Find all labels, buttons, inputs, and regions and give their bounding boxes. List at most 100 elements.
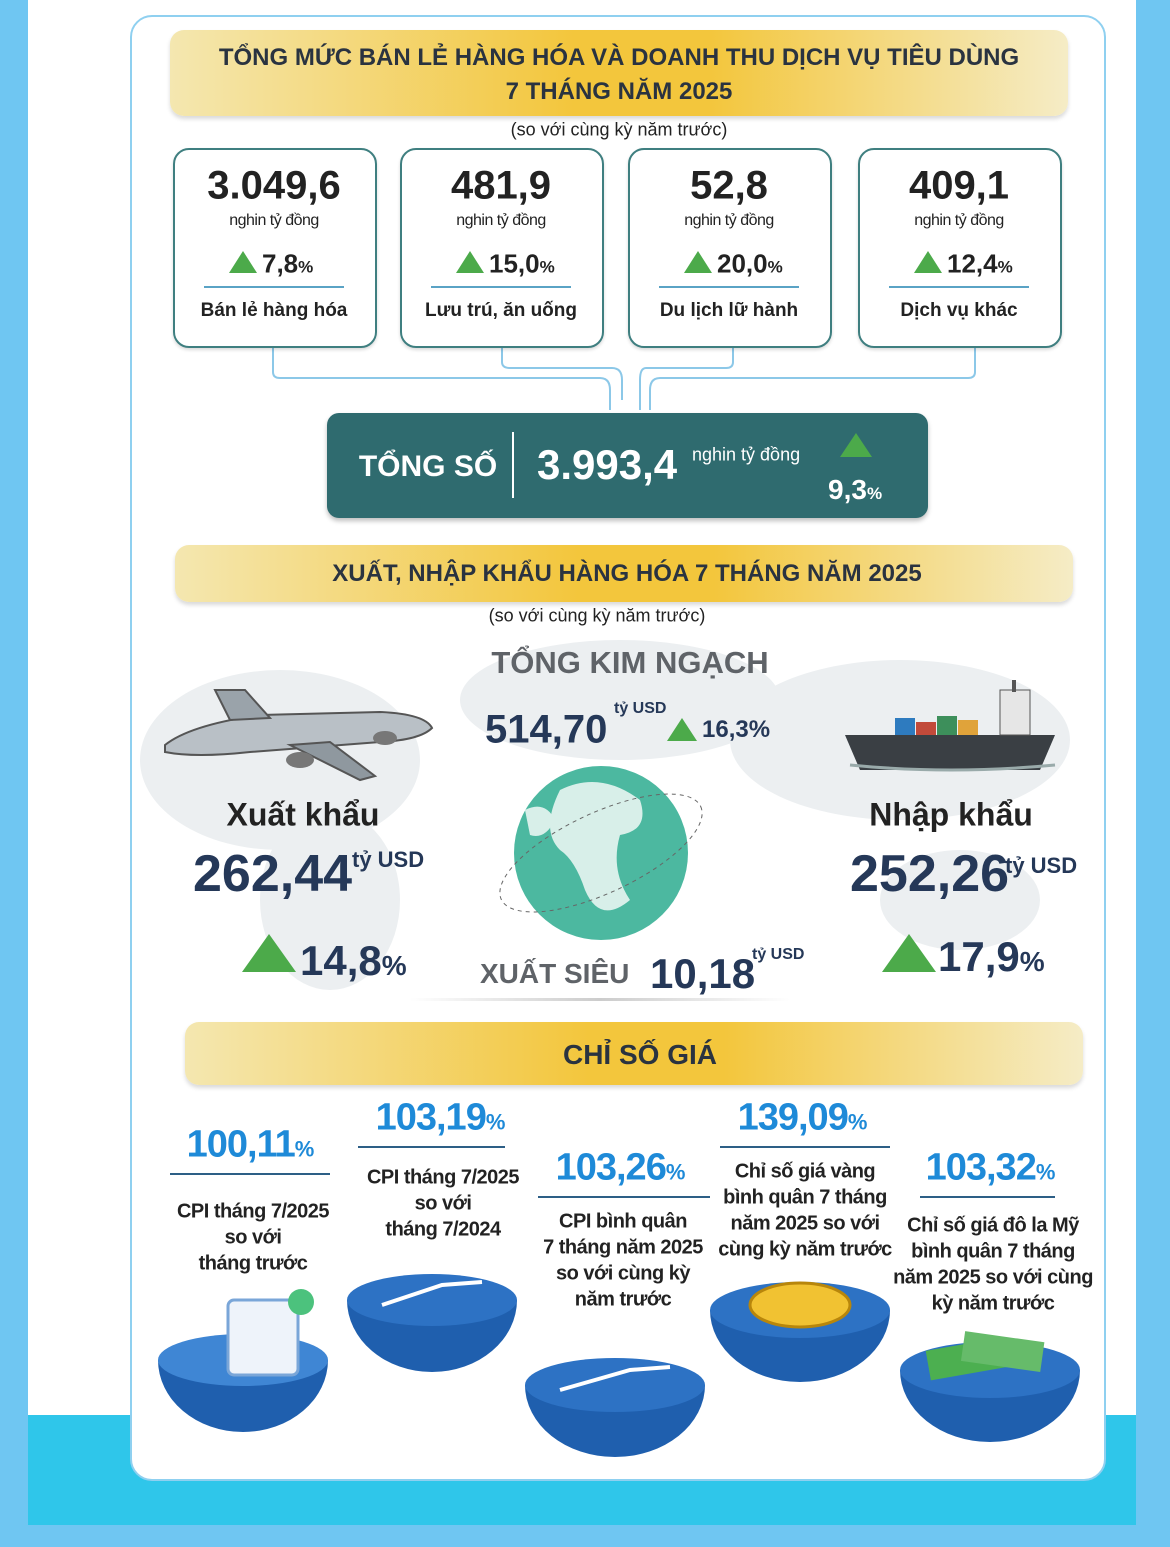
- price-caption: so với: [414, 1192, 472, 1215]
- price-caption: tháng trước: [198, 1252, 308, 1275]
- retail-value: 409,1: [908, 163, 1010, 208]
- price-caption: CPI bình quân: [559, 1210, 687, 1233]
- trade-unit: tỷ USD: [752, 946, 805, 963]
- retail-card: [173, 148, 377, 348]
- price-value: 103,32%: [925, 1146, 1056, 1190]
- price-divider: [720, 1146, 890, 1148]
- total-label: TỔNG SỐ: [358, 450, 498, 483]
- import-value: 252,26: [850, 845, 1010, 903]
- price-caption: cùng kỳ năm trước: [718, 1238, 892, 1261]
- price-caption: bình quân 7 tháng: [911, 1240, 1075, 1263]
- trade-total-growth: 16,3%: [702, 716, 770, 744]
- price-caption: 7 tháng năm 2025: [543, 1236, 703, 1259]
- up-arrow-shape: [242, 934, 296, 972]
- price-caption: kỳ năm trước: [931, 1292, 1055, 1315]
- up-arrow: [229, 251, 257, 273]
- total-divider: [512, 432, 514, 498]
- import-growth: 17,9%: [938, 933, 1045, 981]
- price-value: 100,11%: [187, 1124, 315, 1167]
- export-label: Xuất khẩu: [226, 796, 380, 833]
- divider: [431, 286, 571, 288]
- up-arrow: [667, 718, 697, 741]
- total-growth-suffix: %: [866, 484, 883, 503]
- surplus-label: XUẤT SIÊU: [480, 958, 630, 989]
- bowls: [158, 1274, 1080, 1457]
- price-value-suffix: %: [485, 1109, 506, 1135]
- retail-label: Du lịch lữ hành: [659, 300, 799, 321]
- price-value-suffix: %: [1035, 1159, 1056, 1185]
- up-arrow-shape: [882, 934, 936, 972]
- retail-growth: 15,0%: [489, 249, 555, 280]
- divider: [204, 286, 344, 288]
- export-growth-suffix: %: [381, 950, 407, 981]
- total-value: 3.993,4: [537, 441, 678, 488]
- price-caption: Chỉ số giá đô la Mỹ: [907, 1214, 1079, 1237]
- up-arrow-shape: [456, 251, 484, 273]
- total-growth-value: 9,3: [828, 474, 867, 505]
- price-divider: [170, 1173, 330, 1175]
- retail-growth-suffix: %: [997, 257, 1013, 277]
- retail-growth-suffix: %: [539, 257, 555, 277]
- export-growth: 14,8%: [300, 937, 407, 985]
- import-growth-suffix: %: [1019, 946, 1045, 977]
- retail-growth-suffix: %: [298, 257, 314, 277]
- up-arrow-shape: [667, 718, 697, 741]
- total-growth: 9,3%: [828, 474, 882, 506]
- up-arrow: [840, 433, 872, 457]
- retail-growth-suffix: %: [767, 257, 783, 277]
- price-divider: [358, 1146, 505, 1148]
- export-growth-value: 14,8: [300, 937, 382, 984]
- divider: [659, 286, 799, 288]
- price-divider: [538, 1196, 710, 1198]
- banner: [170, 30, 1068, 116]
- price-divider: [920, 1196, 1055, 1198]
- price-caption: so với: [224, 1226, 282, 1249]
- price-value: 103,19%: [375, 1096, 506, 1140]
- price-caption: năm trước: [574, 1288, 672, 1311]
- up-arrow-shape: [914, 251, 942, 273]
- import-label: Nhập khẩu: [869, 796, 1033, 833]
- retail-card: [858, 148, 1062, 348]
- up-arrow: [456, 251, 484, 273]
- price-value-value: 103,26: [555, 1146, 667, 1189]
- retail-growth-value: 20,0: [717, 248, 768, 279]
- retail-unit: nghin tỷ đồng: [456, 212, 546, 229]
- price-caption: Chỉ số giá vàng: [734, 1160, 876, 1183]
- price-value-suffix: %: [665, 1159, 686, 1185]
- price-caption: bình quân 7 tháng: [723, 1186, 887, 1209]
- price-value-value: 103,19: [375, 1096, 487, 1139]
- up-arrow-shape: [840, 433, 872, 457]
- trade-total-value: 514,70: [485, 707, 608, 752]
- retail-value: 3.049,6: [207, 163, 341, 208]
- trade-unit: tỷ USD: [614, 700, 667, 717]
- price-value-value: 139,09: [737, 1096, 849, 1139]
- price-caption: năm 2025 so với: [730, 1212, 880, 1235]
- up-arrow: [882, 934, 936, 972]
- retail-unit: nghin tỷ đồng: [684, 212, 774, 229]
- retail-growth-value: 7,8: [262, 248, 299, 279]
- retail-growth: 20,0%: [717, 249, 783, 280]
- retail-unit: nghin tỷ đồng: [914, 212, 1004, 229]
- total-unit: nghin tỷ đồng: [692, 444, 801, 465]
- up-arrow-shape: [684, 251, 712, 273]
- price-caption: so với cùng kỳ: [556, 1262, 690, 1285]
- price-value: 139,09%: [737, 1096, 868, 1140]
- globe: [499, 766, 703, 940]
- retail-label: Bán lẻ hàng hóa: [200, 300, 348, 321]
- retail-growth-value: 12,4: [947, 248, 998, 279]
- retail-growth-value: 15,0: [489, 248, 540, 279]
- up-arrow: [684, 251, 712, 273]
- price-caption: tháng 7/2024: [385, 1218, 501, 1241]
- import-growth-value: 17,9: [938, 933, 1020, 980]
- price-value-value: 103,32: [925, 1146, 1037, 1189]
- retail-value: 481,9: [450, 163, 552, 208]
- ship-illustration: [845, 680, 1056, 772]
- trade-total-growth-suffix: %: [748, 716, 771, 743]
- retail-card: [400, 148, 604, 348]
- export-value: 262,44: [193, 845, 353, 903]
- section-title: 7 THÁNG NĂM 2025: [505, 78, 733, 105]
- trade-unit: tỷ USD: [1005, 853, 1078, 878]
